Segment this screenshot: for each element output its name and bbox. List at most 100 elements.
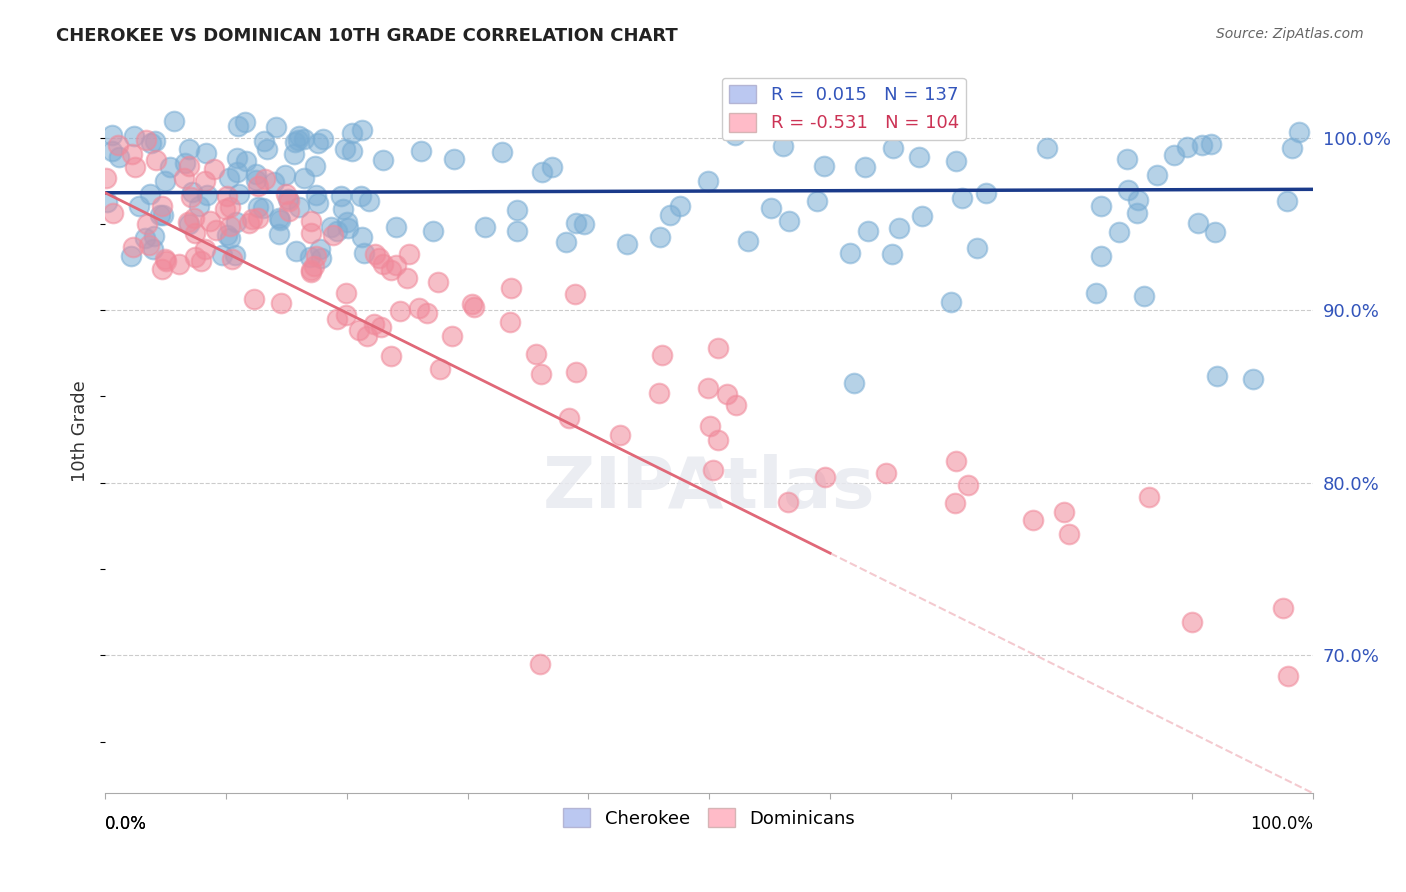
Point bbox=[565, 365, 588, 379]
Point bbox=[408, 301, 430, 316]
Point bbox=[238, 216, 260, 230]
Point bbox=[252, 201, 274, 215]
Point bbox=[287, 129, 309, 144]
Point bbox=[737, 234, 759, 248]
Point bbox=[288, 200, 311, 214]
Point bbox=[778, 214, 800, 228]
Point bbox=[305, 187, 328, 202]
Point bbox=[267, 211, 290, 226]
Point bbox=[844, 376, 866, 390]
Point bbox=[292, 131, 315, 145]
Point bbox=[256, 142, 278, 156]
Point bbox=[139, 136, 162, 150]
Point bbox=[134, 230, 156, 244]
Point bbox=[716, 387, 738, 401]
Point bbox=[337, 220, 360, 235]
Point bbox=[565, 216, 588, 230]
Point bbox=[326, 224, 349, 238]
Point bbox=[128, 199, 150, 213]
Text: 0.0%: 0.0% bbox=[105, 815, 148, 833]
Point bbox=[371, 153, 394, 167]
Point bbox=[353, 245, 375, 260]
Point bbox=[155, 254, 177, 268]
Point bbox=[650, 230, 672, 244]
Point bbox=[145, 153, 167, 167]
Point bbox=[269, 212, 291, 227]
Point bbox=[1126, 206, 1149, 220]
Point bbox=[853, 161, 876, 175]
Point bbox=[264, 120, 287, 134]
Text: Source: ZipAtlas.com: Source: ZipAtlas.com bbox=[1216, 27, 1364, 41]
Point bbox=[609, 427, 631, 442]
Point bbox=[429, 362, 451, 376]
Point bbox=[776, 495, 799, 509]
Point bbox=[335, 142, 357, 156]
Point bbox=[299, 226, 322, 240]
Point bbox=[440, 329, 463, 343]
Point bbox=[194, 146, 217, 161]
Point bbox=[1271, 601, 1294, 615]
Point bbox=[1116, 183, 1139, 197]
Point bbox=[1022, 513, 1045, 527]
Point bbox=[1199, 137, 1222, 152]
Point bbox=[529, 657, 551, 671]
Point bbox=[882, 141, 904, 155]
Text: 100.0%: 100.0% bbox=[1250, 815, 1313, 833]
Point bbox=[287, 133, 309, 147]
Point bbox=[284, 244, 307, 259]
Point bbox=[724, 398, 747, 412]
Point bbox=[278, 203, 301, 218]
Point bbox=[122, 240, 145, 254]
Point bbox=[184, 251, 207, 265]
Point bbox=[121, 147, 143, 161]
Point bbox=[370, 320, 392, 334]
Point bbox=[702, 463, 724, 477]
Point bbox=[839, 246, 862, 260]
Point bbox=[887, 220, 910, 235]
Point bbox=[217, 228, 239, 243]
Point bbox=[135, 133, 157, 147]
Point bbox=[359, 194, 381, 209]
Point bbox=[108, 150, 131, 164]
Point bbox=[243, 292, 266, 306]
Point bbox=[911, 209, 934, 223]
Point bbox=[225, 151, 247, 165]
Point bbox=[214, 202, 236, 216]
Point bbox=[305, 249, 328, 263]
Point bbox=[506, 224, 529, 238]
Point bbox=[194, 174, 217, 188]
Point bbox=[1275, 194, 1298, 209]
Point bbox=[180, 190, 202, 204]
Point bbox=[225, 215, 247, 229]
Point bbox=[699, 418, 721, 433]
Point bbox=[120, 249, 142, 263]
Point bbox=[247, 211, 270, 225]
Point bbox=[697, 174, 720, 188]
Point bbox=[759, 201, 782, 215]
Point bbox=[218, 231, 240, 245]
Point bbox=[183, 211, 205, 226]
Point bbox=[349, 322, 371, 336]
Point bbox=[1084, 285, 1107, 300]
Point bbox=[263, 175, 285, 189]
Point bbox=[1035, 141, 1057, 155]
Point bbox=[554, 235, 576, 249]
Point bbox=[270, 296, 292, 310]
Point bbox=[245, 173, 267, 187]
Point bbox=[135, 217, 157, 231]
Point bbox=[167, 257, 190, 271]
Point bbox=[307, 196, 329, 211]
Point bbox=[94, 171, 117, 186]
Text: ZIPAtlas: ZIPAtlas bbox=[543, 454, 876, 524]
Point bbox=[945, 454, 967, 468]
Point bbox=[183, 226, 205, 240]
Point bbox=[696, 382, 718, 396]
Point bbox=[1163, 148, 1185, 162]
Point bbox=[735, 122, 758, 136]
Point bbox=[150, 198, 173, 212]
Text: CHEROKEE VS DOMINICAN 10TH GRADE CORRELATION CHART: CHEROKEE VS DOMINICAN 10TH GRADE CORRELA… bbox=[56, 27, 678, 45]
Point bbox=[356, 329, 378, 343]
Point bbox=[474, 219, 496, 234]
Point bbox=[723, 128, 745, 142]
Point bbox=[340, 145, 363, 159]
